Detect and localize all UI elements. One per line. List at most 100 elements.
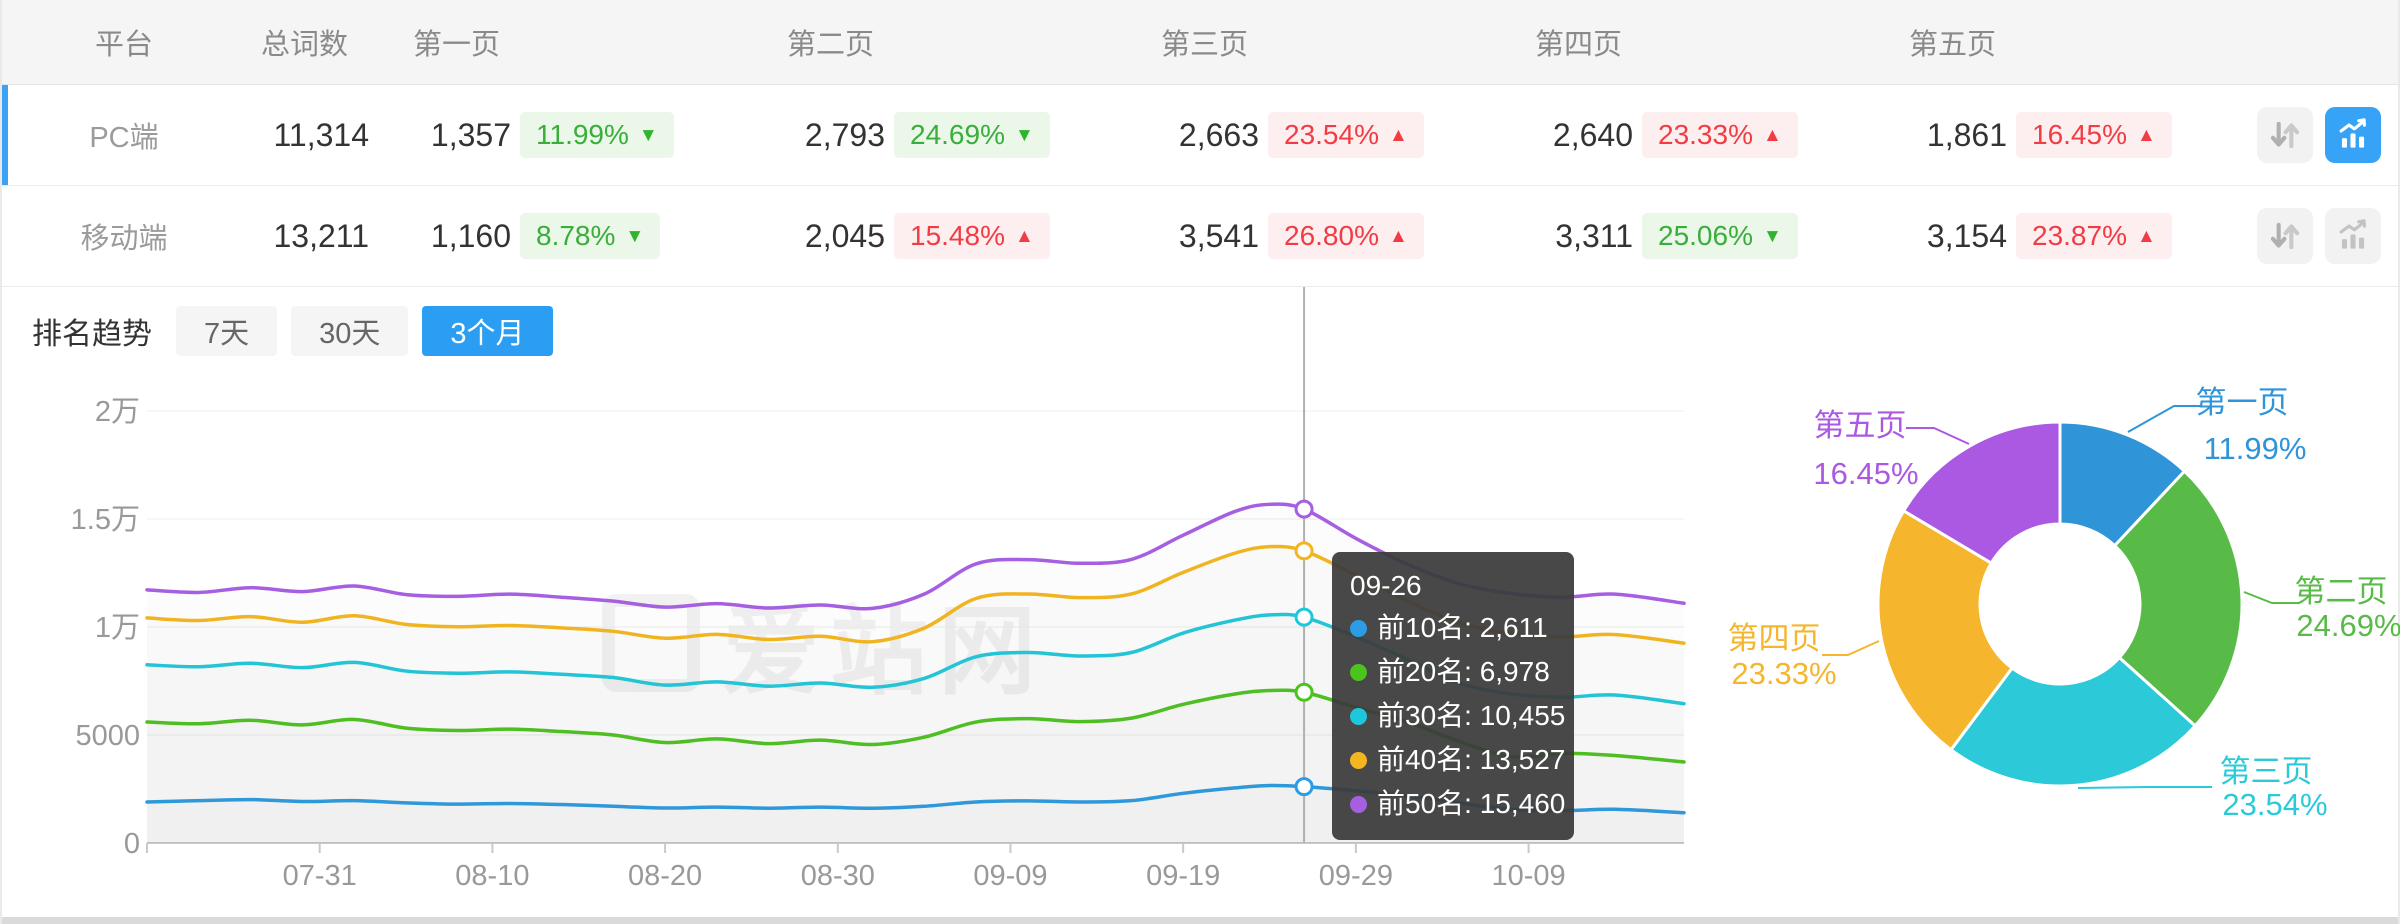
total-words-count: 11,314 xyxy=(273,116,370,153)
change-percent: 11.99% xyxy=(536,119,629,150)
trend-up-icon: ▲ xyxy=(2136,225,2156,247)
y-axis-label: 5000 xyxy=(75,720,140,752)
change-badge: 23.33% ▲ xyxy=(1642,112,1798,158)
change-percent: 23.54% xyxy=(1284,119,1379,150)
page-count: 2,793 xyxy=(804,116,885,153)
donut-label-name: 第三页 xyxy=(2220,754,2313,789)
trend-up-icon: ▲ xyxy=(1388,124,1408,146)
change-badge: 8.78% ▼ xyxy=(520,213,661,259)
trend-section-title: 排名趋势 xyxy=(32,318,152,351)
donut-slice-第三页[interactable] xyxy=(1948,655,2198,788)
x-axis-label: 08-10 xyxy=(455,860,529,892)
y-axis-label: 1万 xyxy=(95,612,140,644)
page-count: 2,640 xyxy=(1552,116,1633,153)
change-percent: 23.87% xyxy=(2032,220,2127,251)
column-header-page3: 第三页 xyxy=(1161,29,1249,61)
x-axis-label: 07-31 xyxy=(283,860,357,892)
change-badge: 15.48% ▲ xyxy=(894,213,1050,259)
show-trend-chart-button[interactable] xyxy=(2325,208,2381,264)
platform-label: 移动端 xyxy=(80,223,168,255)
donut-label-line-第三页 xyxy=(2077,786,2212,789)
change-percent: 23.33% xyxy=(1658,119,1753,150)
y-axis-label: 1.5万 xyxy=(71,504,140,536)
hover-marker-前50名 xyxy=(1294,499,1314,519)
trend-up-icon: ▲ xyxy=(1014,225,1034,247)
donut-label-line-第五页 xyxy=(1906,427,1970,445)
change-badge: 11.99% ▼ xyxy=(520,112,674,158)
donut-slice-第二页[interactable] xyxy=(2112,469,2244,729)
sort-arrows-icon xyxy=(2270,121,2300,149)
sort-arrows-icon xyxy=(2270,222,2300,250)
change-badge: 26.80% ▲ xyxy=(1268,213,1424,259)
range-tab-7天[interactable]: 7天 xyxy=(176,306,278,356)
sort-rank-button[interactable] xyxy=(2257,208,2313,264)
range-tab-30天[interactable]: 30天 xyxy=(291,306,409,356)
page1-cell: 1,160 8.78% ▼ xyxy=(377,213,751,259)
platform-row-pc[interactable]: PC端 11,314 1,357 11.99% ▼ 2,793 24.69% ▼ 2,663 23… xyxy=(2,85,2398,186)
trend-down-icon: ▼ xyxy=(625,225,645,247)
donut-label-line-第二页 xyxy=(2243,591,2298,604)
page-count: 3,311 xyxy=(1555,217,1633,254)
x-axis-label: 10-09 xyxy=(1491,860,1565,892)
change-percent: 15.48% xyxy=(910,220,1005,251)
column-header-page5: 第五页 xyxy=(1909,29,1997,61)
page3-cell: 3,541 26.80% ▲ xyxy=(1125,213,1499,259)
x-axis-label: 08-30 xyxy=(801,860,875,892)
change-badge: 23.87% ▲ xyxy=(2016,213,2172,259)
donut-label-line-第四页 xyxy=(1822,640,1880,656)
trend-section-bar: 排名趋势 7天 30天 3个月 xyxy=(32,306,553,356)
platform-label: PC端 xyxy=(89,122,159,154)
change-percent: 16.45% xyxy=(2032,119,2127,150)
change-badge: 25.06% ▼ xyxy=(1642,213,1798,259)
page5-cell: 3,154 23.87% ▲ xyxy=(1873,213,2247,259)
table-header-row: 平台 总词数 第一页 第二页 第三页 第四页 第五页 xyxy=(2,0,2398,85)
donut-label-name: 第一页 xyxy=(2196,385,2289,420)
change-percent: 8.78% xyxy=(536,220,616,251)
page-count: 2,663 xyxy=(1178,116,1259,153)
page4-cell: 3,311 25.06% ▼ xyxy=(1499,213,1873,259)
donut-slice-第五页[interactable] xyxy=(1901,420,2062,566)
donut-slice-第四页[interactable] xyxy=(1876,508,2015,752)
donut-label-percent: 23.54% xyxy=(2222,787,2327,822)
row-actions xyxy=(2247,107,2398,163)
page2-cell: 2,793 24.69% ▼ xyxy=(751,112,1125,158)
sort-rank-button[interactable] xyxy=(2257,107,2313,163)
column-header-platform: 平台 xyxy=(94,29,153,61)
donut-label-name: 第四页 xyxy=(1728,621,1821,656)
x-axis-label: 09-19 xyxy=(1146,860,1220,892)
trend-down-icon: ▼ xyxy=(1762,225,1782,247)
y-axis-label: 0 xyxy=(124,828,140,860)
row-actions xyxy=(2247,208,2398,264)
trend-up-icon: ▲ xyxy=(1388,225,1408,247)
show-trend-chart-button[interactable] xyxy=(2325,107,2381,163)
donut-label-percent: 24.69% xyxy=(2296,608,2400,643)
column-header-page4: 第四页 xyxy=(1535,29,1623,61)
page-count: 1,861 xyxy=(1926,116,2007,153)
platform-row-mobile[interactable]: 移动端 13,211 1,160 8.78% ▼ 2,045 15.48% ▲ 3,541 26.… xyxy=(2,186,2398,287)
donut-label-percent: 16.45% xyxy=(1813,456,1918,491)
y-axis-label: 2万 xyxy=(95,396,140,428)
donut-label-percent: 11.99% xyxy=(2204,431,2307,466)
trend-down-icon: ▼ xyxy=(1014,124,1034,146)
hover-marker-前40名 xyxy=(1294,541,1314,561)
hover-marker-前10名 xyxy=(1294,777,1314,797)
range-tab-3个月[interactable]: 3个月 xyxy=(422,306,553,356)
page3-cell: 2,663 23.54% ▲ xyxy=(1125,112,1499,158)
page4-cell: 2,640 23.33% ▲ xyxy=(1499,112,1873,158)
page2-cell: 2,045 15.48% ▲ xyxy=(751,213,1125,259)
hover-marker-前30名 xyxy=(1294,607,1314,627)
column-header-page1: 第一页 xyxy=(413,29,501,61)
trend-chart-icon xyxy=(2339,118,2366,148)
change-percent: 24.69% xyxy=(910,119,1005,150)
trend-down-icon: ▼ xyxy=(638,124,658,146)
trend-chart-icon xyxy=(2339,219,2366,249)
bottom-edge xyxy=(2,917,2398,924)
x-axis-label: 09-29 xyxy=(1319,860,1393,892)
page-count: 1,160 xyxy=(430,217,511,254)
hover-marker-前20名 xyxy=(1294,682,1314,702)
change-percent: 25.06% xyxy=(1658,220,1753,251)
donut-label-name: 第二页 xyxy=(2295,574,2388,609)
page-count: 1,357 xyxy=(430,116,511,153)
